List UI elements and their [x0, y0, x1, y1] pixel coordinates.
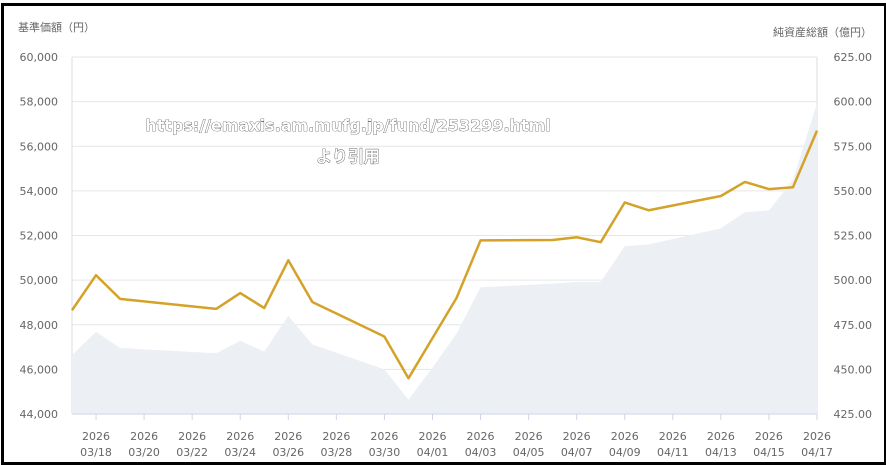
x-tick-date: 04/07 [561, 446, 593, 459]
left-tick-label: 56,000 [20, 140, 59, 153]
right-tick-label: 600.00 [834, 96, 873, 109]
x-tick-date: 04/03 [465, 446, 497, 459]
x-tick-year: 2026 [370, 430, 398, 443]
right-tick-label: 475.00 [834, 319, 873, 332]
x-tick-year: 2026 [467, 430, 495, 443]
watermark-citation: より引用 [316, 147, 380, 166]
right-tick-label: 450.00 [834, 363, 873, 376]
x-tick-year: 2026 [563, 430, 591, 443]
x-tick-year: 2026 [418, 430, 446, 443]
right-axis-label: 純資産総額（億円） [773, 25, 872, 39]
x-tick-year: 2026 [274, 430, 302, 443]
nav-line [70, 130, 819, 380]
right-tick-label: 625.00 [834, 51, 873, 64]
left-axis-label: 基準価額（円） [18, 20, 95, 34]
x-tick-date: 04/11 [657, 446, 689, 459]
x-tick-year: 2026 [755, 430, 783, 443]
left-tick-label: 58,000 [20, 96, 59, 109]
left-tick-label: 50,000 [20, 274, 59, 287]
x-tick-date: 04/05 [513, 446, 545, 459]
left-tick-label: 52,000 [20, 230, 59, 243]
right-tick-label: 425.00 [834, 408, 873, 421]
x-tick-date: 03/18 [80, 446, 112, 459]
right-tick-label: 525.00 [834, 230, 873, 243]
right-tick-label: 575.00 [834, 140, 873, 153]
x-tick-year: 2026 [130, 430, 158, 443]
x-tick-date: 04/15 [753, 446, 785, 459]
x-tick-date: 04/17 [801, 446, 833, 459]
net-assets-area [72, 103, 817, 414]
left-tick-label: 60,000 [20, 51, 59, 64]
x-tick-year: 2026 [322, 430, 350, 443]
x-tick-date: 03/30 [369, 446, 401, 459]
x-tick-year: 2026 [803, 430, 831, 443]
x-tick-date: 03/26 [272, 446, 304, 459]
left-tick-label: 54,000 [20, 185, 59, 198]
x-tick-year: 2026 [82, 430, 110, 443]
left-tick-label: 46,000 [20, 363, 59, 376]
right-tick-label: 500.00 [834, 274, 873, 287]
x-tick-date: 03/20 [128, 446, 160, 459]
left-tick-label: 44,000 [20, 408, 59, 421]
x-tick-date: 04/13 [705, 446, 737, 459]
x-tick-date: 03/28 [321, 446, 353, 459]
x-tick-year: 2026 [611, 430, 639, 443]
right-tick-label: 550.00 [834, 185, 873, 198]
x-tick-date: 04/09 [609, 446, 641, 459]
x-tick-year: 2026 [659, 430, 687, 443]
x-tick-year: 2026 [515, 430, 543, 443]
x-tick-year: 2026 [178, 430, 206, 443]
x-tick-date: 03/24 [224, 446, 256, 459]
watermark-url: https://emaxis.am.mufg.jp/fund/253299.ht… [145, 116, 550, 135]
x-tick-year: 2026 [226, 430, 254, 443]
left-tick-label: 48,000 [20, 319, 59, 332]
x-tick-date: 04/01 [417, 446, 449, 459]
x-tick-year: 2026 [707, 430, 735, 443]
x-tick-date: 03/22 [176, 446, 208, 459]
